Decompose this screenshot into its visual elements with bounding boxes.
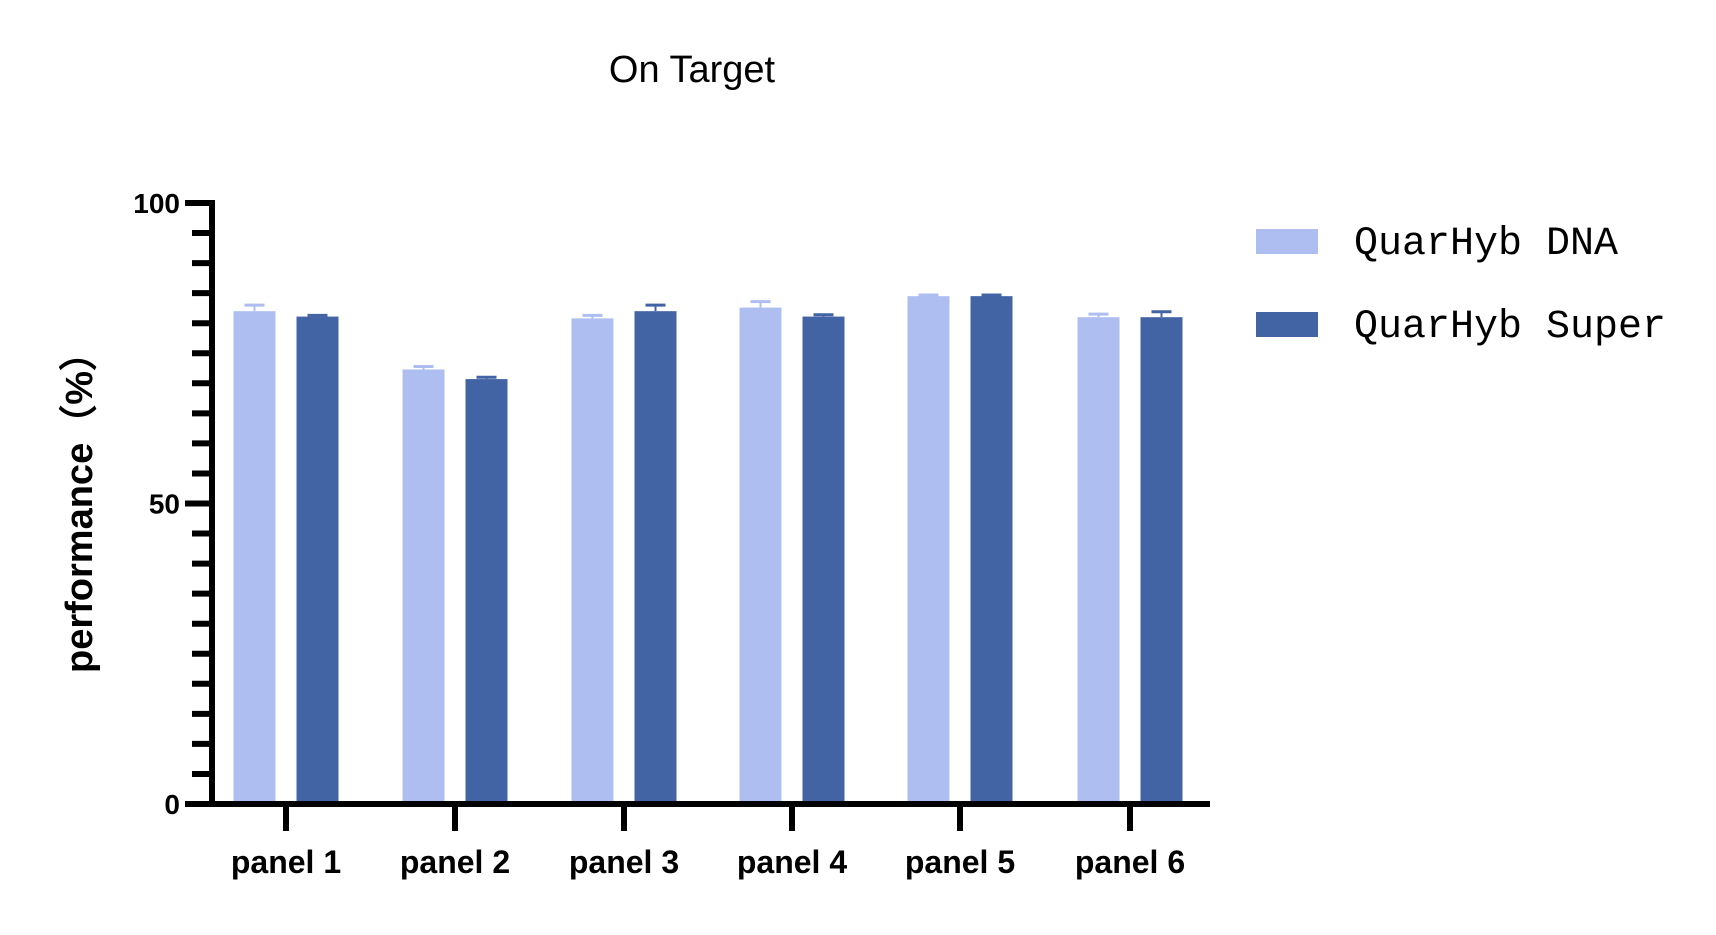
bar	[907, 296, 950, 804]
bar	[739, 307, 782, 804]
bar	[296, 316, 339, 804]
bar	[402, 369, 445, 804]
axes-group: 0 50 100 panel 1 panel 2 panel 3 panel 4 panel …	[133, 188, 1210, 880]
x-tick-label: panel 3	[569, 844, 679, 880]
y-tick-label: 100	[133, 188, 180, 219]
bar	[634, 311, 677, 804]
legend: QuarHyb DNA QuarHyb Super	[1256, 222, 1666, 350]
bar	[1140, 317, 1183, 804]
legend-swatch	[1256, 229, 1318, 254]
y-tick-label: 0	[164, 789, 180, 820]
y-axis-label: performance（%）	[59, 333, 101, 673]
y-tick-label: 50	[149, 489, 180, 520]
bar	[1077, 317, 1120, 804]
bar	[233, 311, 276, 804]
x-tick-label: panel 2	[400, 844, 510, 880]
chart-title: On Target	[609, 49, 776, 91]
bars-group	[233, 293, 1183, 804]
x-tick-label: panel 1	[231, 844, 341, 880]
x-tick-label: panel 6	[1075, 844, 1185, 880]
bar	[802, 316, 845, 804]
legend-label: QuarHyb DNA	[1354, 222, 1618, 267]
bar	[465, 379, 508, 804]
bar	[571, 318, 614, 804]
legend-label: QuarHyb Super	[1354, 305, 1666, 350]
x-tick-label: panel 4	[737, 844, 847, 880]
bar	[970, 296, 1013, 804]
legend-swatch	[1256, 312, 1318, 337]
x-tick-label: panel 5	[905, 844, 1015, 880]
